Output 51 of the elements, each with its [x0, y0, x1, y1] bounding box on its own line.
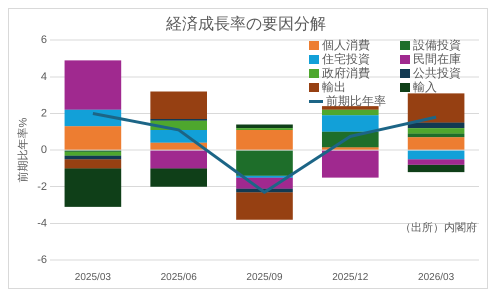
- legend-label: 公共投資: [413, 66, 461, 80]
- bar: [408, 150, 464, 160]
- bar: [64, 159, 122, 168]
- bar: [64, 126, 122, 150]
- x-tick-label: 2025/06: [160, 272, 198, 283]
- bar: [150, 150, 207, 168]
- legend-label: 個人消費: [322, 38, 370, 52]
- bar: [408, 159, 464, 165]
- bar: [64, 156, 122, 160]
- x-tick-label: 2025/03: [74, 272, 112, 283]
- bar: [64, 168, 122, 207]
- legend-label: 前期比年率: [326, 94, 386, 108]
- chart-title: 経済成長率の要因分解: [165, 15, 326, 34]
- legend-label: 設備投資: [413, 38, 461, 52]
- x-tick-label: 2026/03: [418, 272, 455, 283]
- legend-label: 輸入: [413, 80, 437, 94]
- bar: [150, 91, 207, 119]
- bar: [64, 152, 122, 156]
- bar: [408, 122, 464, 128]
- y-tick-label: 2: [40, 108, 47, 120]
- bar: [150, 130, 207, 143]
- bar: [236, 130, 293, 150]
- bar: [408, 134, 464, 138]
- bar: [236, 150, 293, 176]
- bar: [236, 124, 293, 128]
- legend-label: 住宅投資: [322, 52, 370, 66]
- x-tick-label: 2025/12: [332, 272, 369, 283]
- bar: [150, 168, 207, 187]
- y-tick-label: -6: [37, 254, 47, 266]
- y-tick-label: 0: [40, 144, 47, 156]
- y-tick-label: -2: [37, 180, 47, 193]
- bar: [408, 128, 464, 134]
- annotation: （出所）内閣府: [400, 221, 477, 234]
- bar: [236, 192, 293, 220]
- x-tick-label: 2025/09: [246, 272, 283, 283]
- bar: [64, 110, 122, 126]
- legend-label: 民間在庫: [413, 52, 461, 66]
- y-tick-label: 4: [40, 70, 47, 83]
- y-axis-title: 前期比年率%: [16, 117, 30, 182]
- bar: [408, 164, 464, 172]
- legend-label: 政府消費: [322, 66, 370, 80]
- bar: [322, 115, 379, 132]
- legend-label: 輸出: [322, 80, 346, 94]
- bar: [408, 137, 464, 150]
- bar: [322, 150, 379, 178]
- y-tick-label: 6: [40, 34, 47, 46]
- y-tick-label: -4: [37, 217, 47, 230]
- bar: [408, 93, 464, 123]
- bar: [322, 110, 379, 116]
- bar: [322, 106, 379, 110]
- bar: [64, 60, 122, 110]
